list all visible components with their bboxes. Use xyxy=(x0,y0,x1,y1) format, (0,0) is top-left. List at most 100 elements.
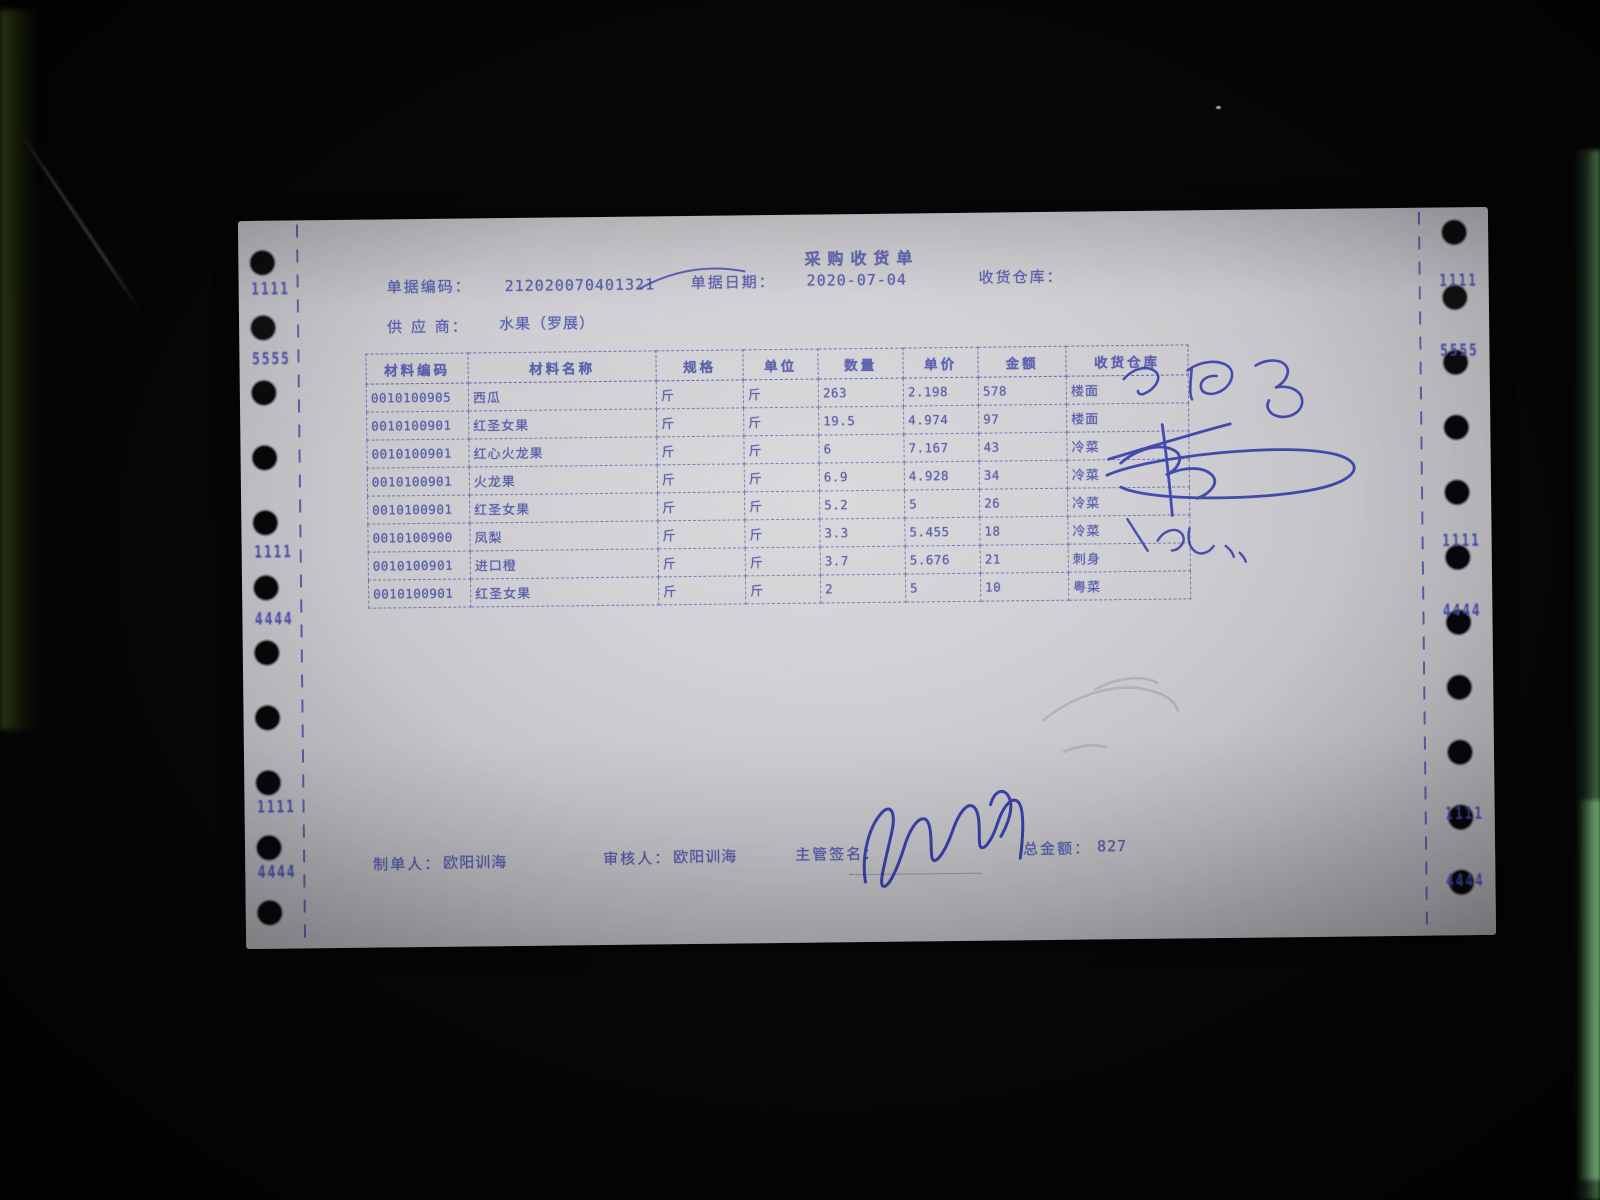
preparer-value: 欧阳训海 xyxy=(443,853,508,872)
cell-spec: 斤 xyxy=(658,575,746,605)
cell-warehouse: 冷菜 xyxy=(1066,430,1190,461)
background-green-tint-left xyxy=(0,10,40,730)
cell-unit-price: 7.167 xyxy=(903,433,980,463)
receipt-title: 采购收货单 xyxy=(804,248,920,269)
perforation-line-right xyxy=(1417,211,1429,932)
cell-spec: 斤 xyxy=(656,435,745,465)
total-value: 827 xyxy=(1096,837,1128,856)
cell-material-code: 0010100901 xyxy=(367,467,470,497)
cell-quantity: 3.3 xyxy=(819,518,906,548)
signature-line xyxy=(849,856,982,876)
cell-material-name: 进口橙 xyxy=(470,548,659,579)
cell-amount: 34 xyxy=(979,460,1068,490)
cell-amount: 578 xyxy=(978,376,1067,406)
cell-material-code: 0010100901 xyxy=(368,551,471,581)
cell-warehouse: 粤菜 xyxy=(1068,570,1191,601)
date-value: 2020-07-04 xyxy=(806,270,908,290)
cell-unit: 斤 xyxy=(743,407,819,436)
cell-material-name: 凤梨 xyxy=(469,520,659,552)
cell-unit: 斤 xyxy=(745,575,821,604)
cell-material-name: 西瓜 xyxy=(468,380,657,412)
cell-unit-price: 2.198 xyxy=(903,377,979,407)
edge-stamp-mark: 4444 xyxy=(1446,870,1485,891)
col-header-material-name: 材料名称 xyxy=(467,350,657,384)
warehouse-label: 收货仓库： xyxy=(978,267,1064,287)
cell-unit: 斤 xyxy=(744,463,820,492)
cell-warehouse: 冷菜 xyxy=(1067,486,1190,517)
cell-quantity: 19.5 xyxy=(818,406,904,436)
col-header-warehouse: 收货仓库 xyxy=(1065,344,1189,377)
cell-material-code: 0010100901 xyxy=(366,411,469,441)
supplier-value: 水果（罗展） xyxy=(498,314,596,334)
cell-unit: 斤 xyxy=(743,435,820,464)
date-label: 单据日期： xyxy=(690,273,776,292)
cell-unit: 斤 xyxy=(744,491,820,520)
cell-material-name: 红圣女果 xyxy=(470,576,659,607)
cell-amount: 97 xyxy=(978,404,1067,434)
cell-unit-price: 5 xyxy=(904,489,980,519)
cell-amount: 18 xyxy=(979,516,1069,546)
cell-material-name: 红圣女果 xyxy=(469,492,658,524)
col-header-spec: 规格 xyxy=(655,349,744,381)
faint-handwriting-impression xyxy=(1042,676,1179,754)
cell-warehouse: 楼面 xyxy=(1066,402,1189,433)
col-header-material-code: 材料编码 xyxy=(365,353,469,385)
cell-spec: 斤 xyxy=(656,379,744,409)
perforation-line-left xyxy=(295,224,307,945)
doc-no-value: 212020070401321 xyxy=(504,275,656,296)
col-header-amount: 金额 xyxy=(977,346,1067,378)
cell-unit: 斤 xyxy=(745,547,821,576)
cell-amount: 43 xyxy=(978,432,1068,462)
edge-stamp-mark: 4444 xyxy=(1442,600,1482,621)
cell-quantity: 6.9 xyxy=(819,462,905,492)
cell-material-name: 火龙果 xyxy=(469,464,658,496)
cell-spec: 斤 xyxy=(657,519,746,549)
edge-stamp-mark: 1111 xyxy=(1445,803,1485,824)
dust-speck xyxy=(1216,106,1221,109)
cell-unit-price: 5.455 xyxy=(904,517,981,547)
background-green-object-right xyxy=(1578,800,1600,1180)
edge-stamp-mark: 1111 xyxy=(251,279,291,300)
cell-unit-price: 4.928 xyxy=(904,461,980,491)
cell-material-code: 0010100905 xyxy=(366,383,469,413)
edge-stamp-mark: 1111 xyxy=(257,797,296,818)
cell-quantity: 3.7 xyxy=(820,546,906,576)
cell-warehouse: 冷菜 xyxy=(1067,458,1190,489)
cell-material-code: 0010100900 xyxy=(367,523,471,553)
cell-material-name: 红心火龙果 xyxy=(468,436,658,468)
receipt-paper: 1111 5555 1111 4444 1111 4444 1111 5555 … xyxy=(237,206,1497,950)
cell-warehouse: 刺身 xyxy=(1068,542,1191,573)
cell-unit-price: 5.676 xyxy=(905,545,981,575)
total-label: 总金额： xyxy=(1022,839,1092,859)
edge-stamp-mark: 5555 xyxy=(1440,340,1479,361)
cell-spec: 斤 xyxy=(657,463,745,493)
cell-unit-price: 4.974 xyxy=(903,405,979,435)
edge-stamp-mark: 1111 xyxy=(254,542,294,563)
cell-unit: 斤 xyxy=(743,379,819,408)
cell-spec: 斤 xyxy=(658,547,746,577)
table-body: 0010100905 西瓜 斤 斤 263 2.198 578 楼面 00101… xyxy=(366,374,1191,609)
cell-warehouse: 楼面 xyxy=(1066,374,1189,405)
cell-amount: 26 xyxy=(979,488,1068,518)
col-header-unit: 单位 xyxy=(742,349,819,380)
cell-quantity: 2 xyxy=(820,574,906,604)
cell-spec: 斤 xyxy=(657,491,745,521)
items-table: 材料编码 材料名称 规格 单位 数量 单价 金额 收货仓库 0010100905… xyxy=(365,344,1191,609)
cell-amount: 21 xyxy=(980,544,1069,574)
cell-spec: 斤 xyxy=(656,407,744,437)
cell-unit-price: 5 xyxy=(905,573,981,603)
cell-material-code: 0010100901 xyxy=(368,578,471,609)
cell-material-name: 红圣女果 xyxy=(468,408,657,440)
preparer-label: 制单人： xyxy=(373,854,442,874)
edge-stamp-mark: 1111 xyxy=(1442,530,1482,551)
cell-material-code: 0010100901 xyxy=(367,495,470,525)
cell-amount: 10 xyxy=(980,572,1069,602)
auditor-label: 审核人： xyxy=(603,849,672,869)
cell-quantity: 5.2 xyxy=(819,490,905,520)
auditor-value: 欧阳训海 xyxy=(673,847,738,867)
cell-quantity: 6 xyxy=(818,434,905,464)
col-header-quantity: 数量 xyxy=(817,348,904,380)
cell-material-code: 0010100901 xyxy=(366,439,470,469)
edge-stamp-mark: 5555 xyxy=(252,349,291,370)
